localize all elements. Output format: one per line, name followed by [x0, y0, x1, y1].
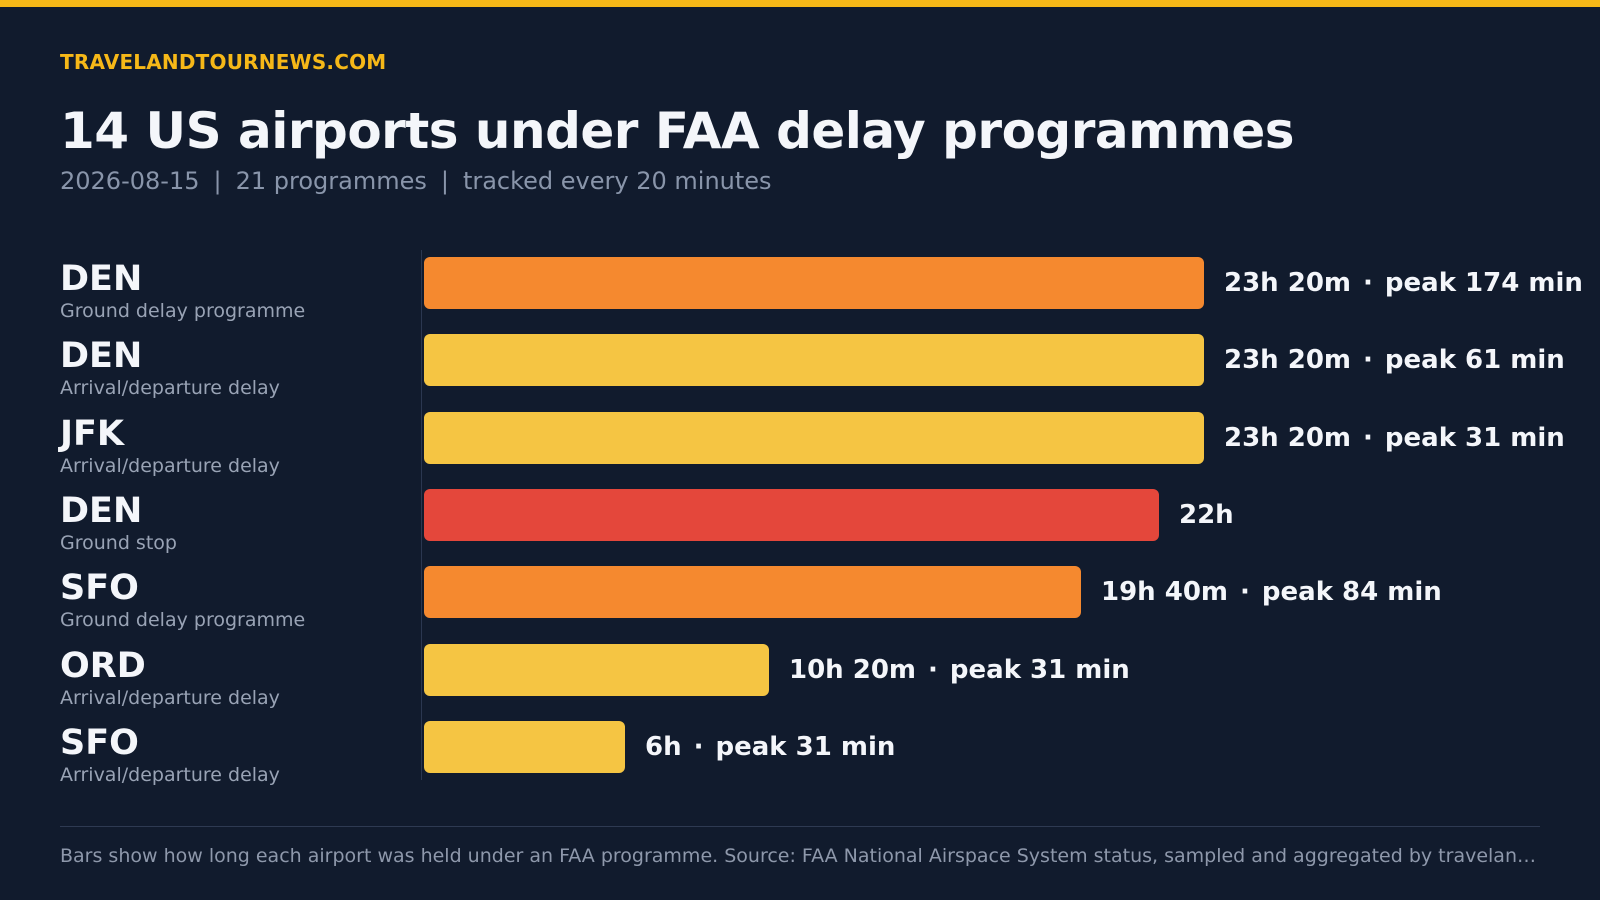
duration-label: 6h [645, 731, 682, 762]
airport-code-label: SFO [60, 722, 139, 763]
chart-title: 14 US airports under FAA delay programme… [60, 102, 1295, 160]
value-separator: · [928, 654, 938, 685]
duration-label: 22h [1179, 499, 1234, 530]
brand-label: TRAVELANDTOURNEWS.COM [60, 50, 387, 74]
programme-type-label: Arrival/departure delay [60, 454, 280, 477]
programme-type-label: Arrival/departure delay [60, 377, 280, 400]
bar-value-label: 23h 20m · peak 61 min [1224, 345, 1565, 375]
duration-bar [424, 720, 625, 773]
subtitle-separator: | [213, 167, 222, 195]
duration-bar [424, 643, 769, 696]
value-separator: · [1240, 577, 1250, 608]
value-separator: · [1363, 345, 1373, 376]
airport-code-label: SFO [60, 568, 139, 609]
peak-delay-label: peak 31 min [715, 731, 896, 762]
chart-row: SFO Arrival/departure delay 6h · peak 31 min [0, 716, 1600, 793]
value-separator: · [1363, 422, 1373, 453]
peak-delay-label: peak 31 min [1384, 422, 1565, 453]
duration-label: 23h 20m [1224, 345, 1352, 376]
duration-label: 23h 20m [1224, 422, 1352, 453]
airport-code-label: DEN [60, 490, 143, 531]
airport-code-label: JFK [60, 413, 125, 454]
footer-divider [60, 826, 1540, 827]
duration-bar [424, 257, 1204, 309]
chart-row: SFO Ground delay programme 19h 40m · peak 84… [0, 561, 1600, 638]
duration-label: 10h 20m [789, 654, 917, 685]
peak-delay-label: peak 174 min [1384, 268, 1583, 298]
value-separator: · [1363, 268, 1373, 298]
programme-type-label: Arrival/departure delay [60, 763, 280, 786]
duration-bar [424, 488, 1159, 541]
peak-delay-label: peak 31 min [949, 654, 1130, 685]
airport-code-label: DEN [60, 259, 143, 299]
subtitle-separator: | [440, 167, 449, 195]
bar-value-label: 23h 20m · peak 31 min [1224, 423, 1565, 453]
programme-type-label: Ground delay programme [60, 300, 306, 322]
duration-label: 19h 40m [1101, 577, 1229, 608]
bar-value-label: 22h [1179, 500, 1234, 530]
footnote: Bars show how long each airport was held… [60, 845, 1540, 867]
peak-delay-label: peak 61 min [1384, 345, 1565, 376]
subtitle-tracking: tracked every 20 minutes [462, 167, 772, 195]
subtitle-programmes: 21 programmes [235, 167, 427, 195]
chart-row: DEN Arrival/departure delay 23h 20m · peak 6… [0, 329, 1600, 406]
value-separator: · [693, 731, 704, 762]
peak-delay-label: peak 84 min [1261, 577, 1442, 608]
duration-bar [424, 411, 1204, 464]
airport-code-label: ORD [60, 645, 146, 686]
programme-type-label: Ground stop [60, 531, 177, 554]
bar-value-label: 10h 20m · peak 31 min [789, 655, 1130, 685]
chart-row: JFK Arrival/departure delay 23h 20m · peak 3… [0, 407, 1600, 484]
bar-value-label: 6h · peak 31 min [645, 732, 895, 762]
duration-bar [424, 566, 1081, 619]
chart-row: ORD Arrival/departure delay 10h 20m · peak 3… [0, 639, 1600, 716]
bar-value-label: 19h 40m · peak 84 min [1101, 577, 1442, 607]
chart-row: DEN Ground delay programme 23h 20m · peak 17… [0, 252, 1600, 329]
bar-value-label: 23h 20m · peak 174 min [1224, 268, 1583, 298]
subtitle-date: 2026-08-15 [60, 167, 200, 195]
programme-type-label: Arrival/departure delay [60, 686, 280, 709]
chart-row: DEN Ground stop 22h [0, 484, 1600, 561]
accent-top-bar [0, 0, 1600, 7]
chart-baseline [421, 250, 422, 780]
airport-code-label: DEN [60, 336, 143, 377]
chart-subtitle: 2026-08-15 | 21 programmes | tracked every 2… [60, 167, 772, 195]
duration-bar [424, 334, 1204, 387]
duration-label: 23h 20m [1224, 268, 1352, 298]
programme-type-label: Ground delay programme [60, 609, 306, 632]
